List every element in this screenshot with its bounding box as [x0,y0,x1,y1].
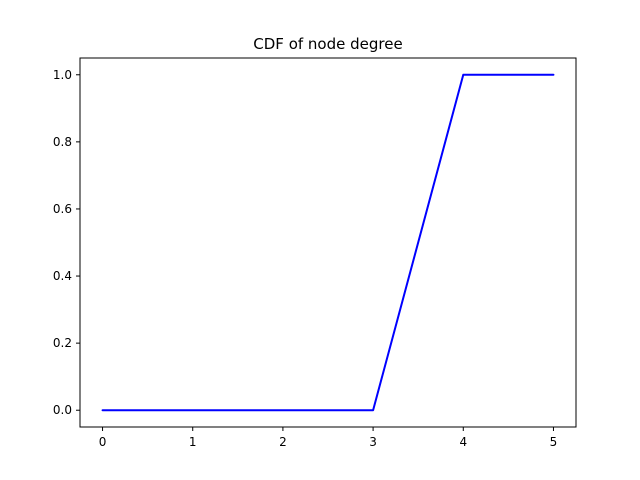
y-tick-label: 0.0 [53,403,72,417]
x-tick-label: 4 [459,435,467,449]
y-tick-label: 0.6 [53,202,72,216]
y-tick-label: 1.0 [53,68,72,82]
plot-frame [79,57,577,428]
y-tick-label: 0.4 [53,269,72,283]
x-tick-label: 5 [550,435,558,449]
y-axis: 0.0 0.2 0.4 0.6 0.8 1.0 [53,68,80,417]
x-tick-label: 0 [99,435,107,449]
x-axis: 0 1 2 3 4 5 [99,427,558,449]
x-tick-label: 3 [369,435,377,449]
plot-border [79,57,577,428]
x-tick-label: 2 [279,435,287,449]
series-layer [101,73,555,412]
cdf-series-line [101,73,555,412]
x-tick-label: 1 [189,435,197,449]
chart-title: CDF of node degree [253,35,402,53]
y-tick-label: 0.8 [53,135,72,149]
y-tick-label: 0.2 [53,336,72,350]
